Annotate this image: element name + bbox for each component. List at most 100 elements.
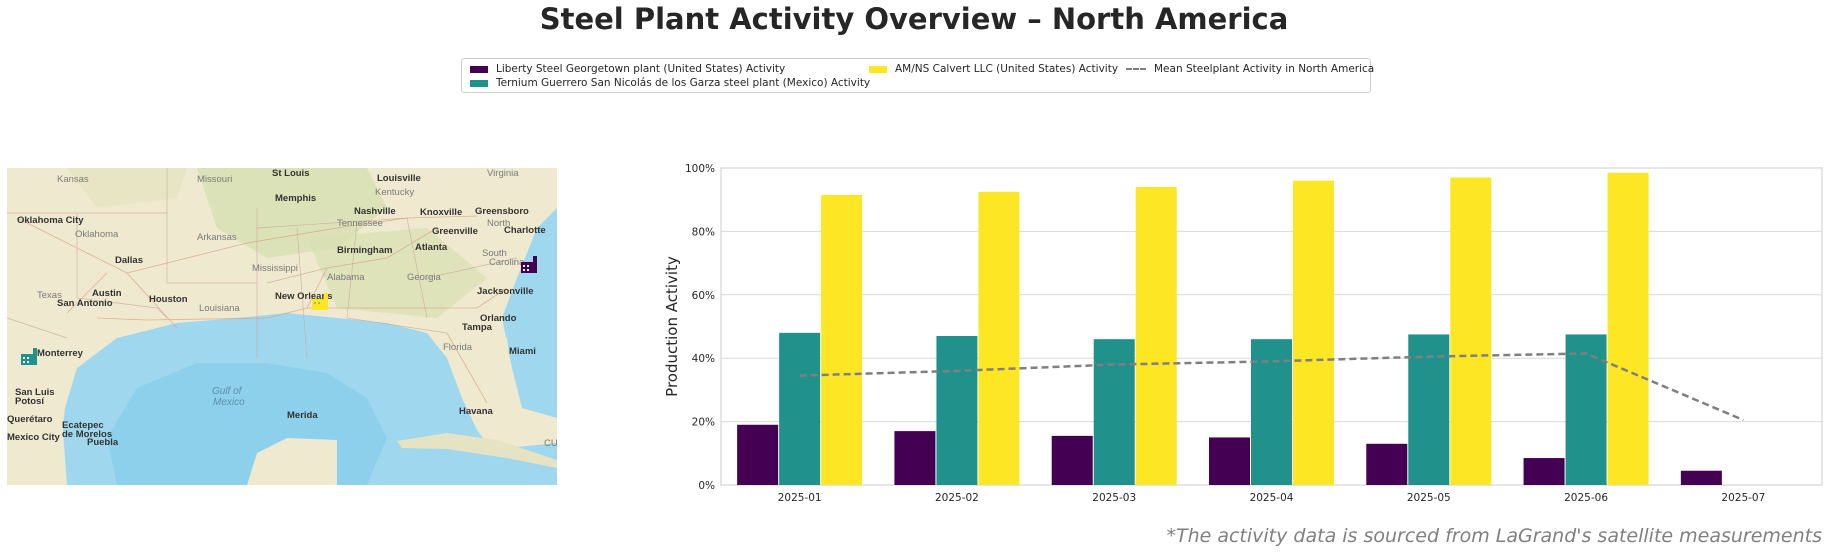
bar xyxy=(779,332,821,485)
map-water-labels: Gulf of Mexico xyxy=(212,386,245,408)
y-tick-label: 60% xyxy=(692,290,715,302)
chart-title: Steel Plant Activity Overview – North Am… xyxy=(539,2,1289,36)
bar xyxy=(1293,180,1334,485)
x-tick-label: 2025-06 xyxy=(1564,492,1608,504)
x-tick-label: 2025-03 xyxy=(1092,492,1136,504)
svg-text:New Orleans: New Orleans xyxy=(275,291,333,302)
legend-item-amns: AM/NS Calvert LLC (United States) Activi… xyxy=(869,63,1118,75)
svg-text:Louisville: Louisville xyxy=(377,173,421,184)
bar xyxy=(1408,334,1450,485)
svg-text:St Louis: St Louis xyxy=(272,168,309,179)
bar xyxy=(1251,339,1292,485)
svg-text:CUBA: CUBA xyxy=(544,438,557,449)
legend-label-ternium: Ternium Guerrero San Nicolás de los Garz… xyxy=(496,77,871,89)
svg-text:Florida: Florida xyxy=(443,342,473,353)
svg-text:Austin: Austin xyxy=(92,288,122,299)
legend: Liberty Steel Georgetown plant (United S… xyxy=(461,58,1374,93)
y-tick-label: 80% xyxy=(692,226,715,238)
x-tick-label: 2025-05 xyxy=(1407,492,1451,504)
x-tick-label: 2025-01 xyxy=(778,492,822,504)
legend-item-liberty: Liberty Steel Georgetown plant (United S… xyxy=(470,63,785,75)
x-tick-label: 2025-04 xyxy=(1250,492,1294,504)
svg-text:Arkansas: Arkansas xyxy=(197,232,237,243)
svg-text:Houston: Houston xyxy=(149,294,188,305)
svg-text:Jacksonville: Jacksonville xyxy=(477,286,534,297)
region-map: Kansas Missouri Kentucky Virginia Oklaho… xyxy=(7,168,557,485)
y-tick-label: 20% xyxy=(692,417,715,429)
svg-text:Orlando: Orlando xyxy=(480,313,517,324)
bar xyxy=(1209,437,1250,485)
x-tick-label: 2025-02 xyxy=(935,492,979,504)
svg-text:Oklahoma City: Oklahoma City xyxy=(17,215,84,226)
svg-text:Gulf of: Gulf of xyxy=(212,386,243,397)
svg-text:Alabama: Alabama xyxy=(327,272,365,283)
bar xyxy=(1366,443,1408,485)
svg-text:Miami: Miami xyxy=(509,346,536,357)
bar xyxy=(1523,458,1565,485)
legend-label-amns: AM/NS Calvert LLC (United States) Activi… xyxy=(895,63,1119,75)
legend-item-mean: Mean Steelplant Activity in North Americ… xyxy=(1126,63,1374,75)
svg-text:de Morelos: de Morelos xyxy=(62,429,112,440)
marker-liberty-factory-icon[interactable] xyxy=(521,256,537,273)
svg-text:Monterrey: Monterrey xyxy=(37,348,84,359)
svg-text:Georgia: Georgia xyxy=(407,272,442,283)
svg-text:Querétaro: Querétaro xyxy=(7,414,53,425)
svg-text:Nashville: Nashville xyxy=(354,206,396,217)
svg-text:Tampa: Tampa xyxy=(462,322,493,333)
bar xyxy=(1607,172,1649,485)
svg-text:Missouri: Missouri xyxy=(197,174,232,185)
svg-text:Louisiana: Louisiana xyxy=(199,303,240,314)
svg-text:San Antonio: San Antonio xyxy=(57,298,113,309)
activity-chart-svg: 0% 20% 40% 60% 80% 100% Production Activity 202… xyxy=(663,163,1823,504)
svg-text:Knoxville: Knoxville xyxy=(420,207,462,218)
map-water-atlantic xyxy=(502,208,557,418)
legend-swatch-amns xyxy=(869,65,887,73)
marker-ternium-factory-icon[interactable] xyxy=(21,348,37,365)
svg-text:Mexico City: Mexico City xyxy=(7,432,61,443)
y-tick-label: 100% xyxy=(685,163,715,175)
bar xyxy=(1135,187,1177,485)
svg-text:Ecatepec: Ecatepec xyxy=(62,420,104,431)
legend-item-ternium: Ternium Guerrero San Nicolás de los Garz… xyxy=(470,77,870,89)
svg-text:Greensboro: Greensboro xyxy=(475,206,529,217)
svg-text:Texas: Texas xyxy=(37,290,62,301)
mean-activity-line xyxy=(799,352,1744,422)
legend-dash-mean xyxy=(1126,68,1146,70)
svg-text:Mississippi: Mississippi xyxy=(252,263,298,274)
legend-swatch-ternium xyxy=(470,79,488,87)
svg-text:North: North xyxy=(487,218,510,229)
bar xyxy=(1093,339,1135,485)
bar xyxy=(821,194,863,485)
svg-text:Dallas: Dallas xyxy=(115,255,143,266)
legend-label-liberty: Liberty Steel Georgetown plant (United S… xyxy=(496,63,786,75)
svg-text:Memphis: Memphis xyxy=(275,193,316,204)
svg-text:Atlanta: Atlanta xyxy=(415,242,448,253)
bar xyxy=(894,431,936,485)
bar xyxy=(936,336,978,485)
activity-chart: 0% 20% 40% 60% 80% 100% Production Activity 202… xyxy=(660,160,1828,505)
y-tick-label: 40% xyxy=(692,353,715,365)
svg-text:Oklahoma: Oklahoma xyxy=(75,229,119,240)
x-tick-label: 2025-07 xyxy=(1721,492,1765,504)
bar xyxy=(1051,435,1093,485)
svg-text:Virginia: Virginia xyxy=(487,168,519,179)
svg-text:Greenville: Greenville xyxy=(432,226,478,237)
svg-text:South: South xyxy=(482,248,507,259)
marker-amns-factory-icon[interactable] xyxy=(312,293,328,310)
footnote: *The activity data is sourced from LaGra… xyxy=(1166,525,1822,547)
y-axis-label: Production Activity xyxy=(663,256,681,397)
svg-text:Tennessee: Tennessee xyxy=(337,218,383,229)
svg-text:Carolina: Carolina xyxy=(489,257,525,268)
svg-text:San Luis: San Luis xyxy=(15,387,55,398)
bar xyxy=(1565,334,1607,485)
bar xyxy=(1680,470,1722,485)
svg-text:Kansas: Kansas xyxy=(57,174,89,185)
svg-text:Kentucky: Kentucky xyxy=(375,187,414,198)
bar xyxy=(978,191,1020,485)
svg-text:Potosí: Potosí xyxy=(15,396,44,407)
map-region-labels: Kansas Missouri Kentucky Virginia Oklaho… xyxy=(37,168,557,449)
svg-text:Merida: Merida xyxy=(287,410,318,421)
y-tick-label: 0% xyxy=(698,480,715,492)
svg-text:Mexico: Mexico xyxy=(213,397,245,408)
svg-text:Havana: Havana xyxy=(459,406,494,417)
